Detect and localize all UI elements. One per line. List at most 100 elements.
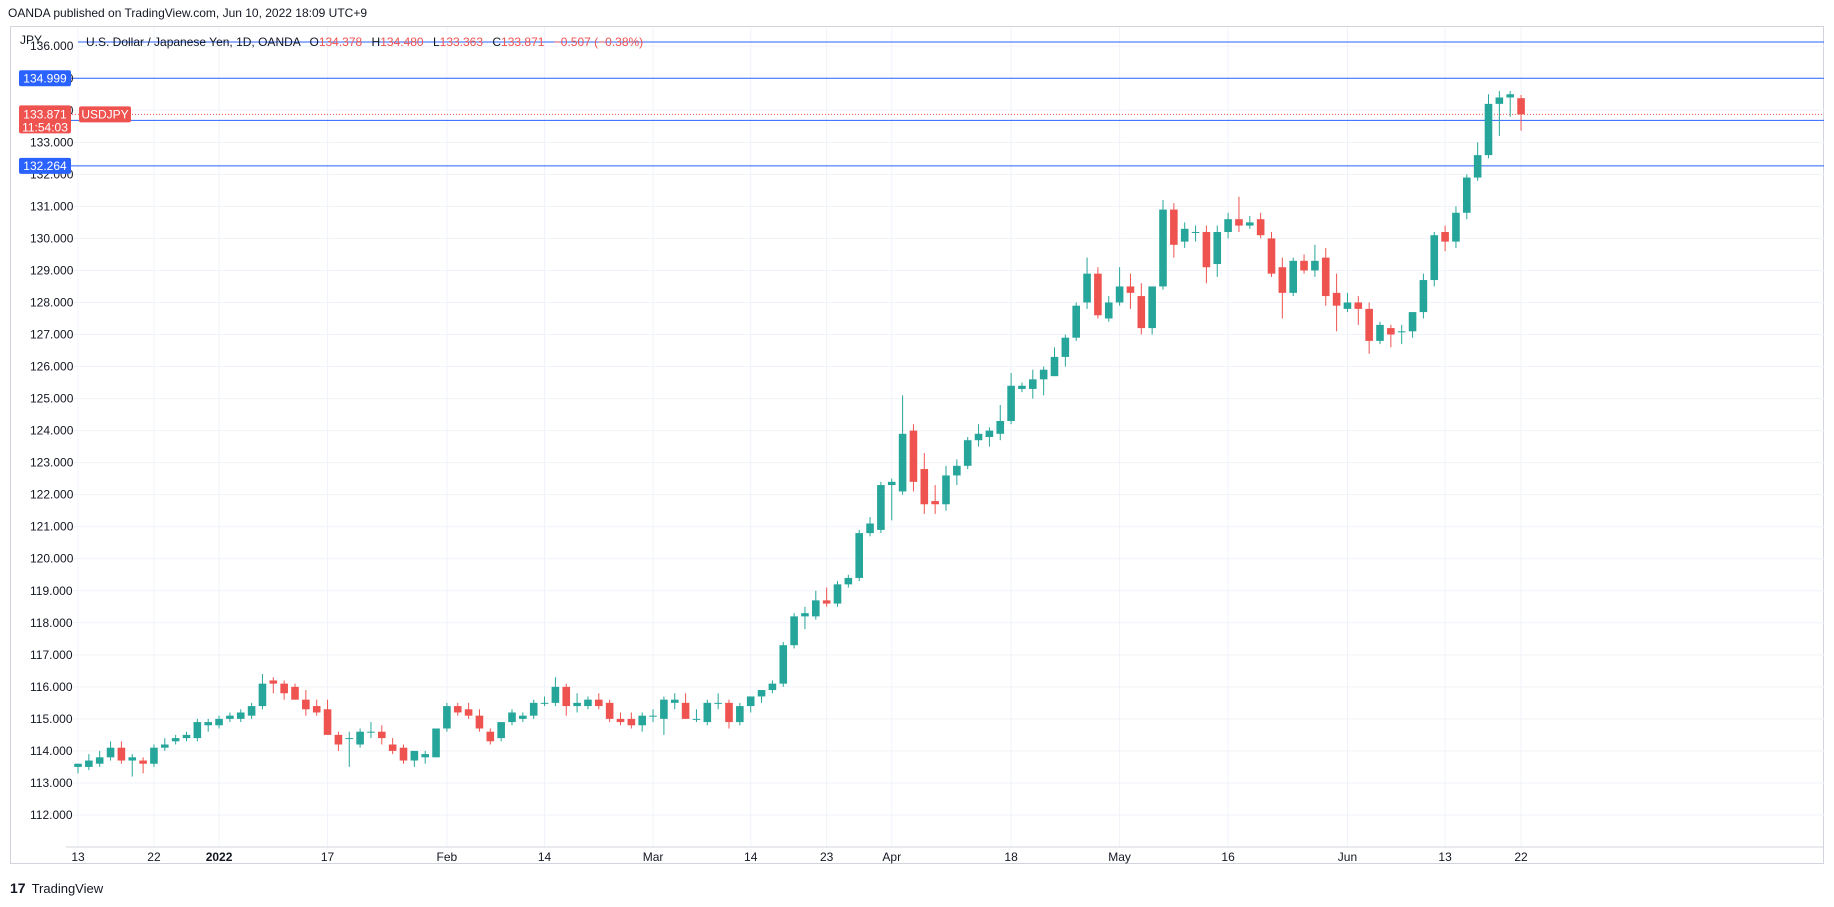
candle-up bbox=[779, 642, 788, 687]
candle-up bbox=[974, 424, 983, 447]
candle-body bbox=[551, 686, 560, 703]
candle-body bbox=[1506, 94, 1514, 98]
candle-body bbox=[345, 738, 354, 740]
candle-body bbox=[562, 686, 571, 707]
candle-body bbox=[1170, 209, 1178, 245]
candle-up bbox=[171, 734, 180, 745]
candle-body bbox=[779, 645, 788, 684]
candle-body bbox=[627, 718, 636, 726]
candle-down bbox=[616, 712, 625, 726]
candle-up bbox=[247, 702, 256, 719]
candle-body bbox=[193, 722, 202, 739]
candle-down bbox=[1256, 212, 1265, 239]
candle-body bbox=[584, 699, 592, 707]
candle-up bbox=[1408, 312, 1417, 338]
time-axis: 13 22 2022 17 Feb 14 Mar 14 23 Apr 18 May 16 Jun 13 22 bbox=[66, 846, 1824, 864]
candle-up bbox=[508, 709, 516, 726]
candle-down bbox=[1267, 232, 1276, 277]
candle-body bbox=[486, 731, 495, 742]
candle-body bbox=[953, 465, 961, 476]
candle-body bbox=[226, 715, 234, 719]
candle-up bbox=[877, 481, 885, 534]
candle-up bbox=[1343, 292, 1352, 313]
candle-body bbox=[1441, 232, 1449, 242]
candle-body bbox=[866, 523, 874, 534]
candle-body bbox=[844, 577, 853, 585]
candle-up bbox=[573, 693, 581, 713]
candle-body bbox=[898, 433, 907, 492]
candle-down bbox=[302, 690, 310, 716]
candle-body bbox=[703, 702, 712, 723]
candle-body bbox=[1256, 219, 1265, 236]
candle-up bbox=[421, 750, 429, 764]
y-tick-label: 112.000 bbox=[30, 808, 73, 822]
candle-body bbox=[1061, 337, 1070, 357]
symbol-legend: U.S. Dollar / Japanese Yen, 1D, OANDA O1… bbox=[86, 35, 643, 49]
candle-down bbox=[475, 709, 484, 732]
candle-up bbox=[1376, 321, 1384, 345]
footer[interactable]: 17 TradingView bbox=[10, 880, 103, 896]
candle-body bbox=[519, 715, 527, 719]
candle-down bbox=[1300, 254, 1308, 274]
x-tick-label: 23 bbox=[820, 850, 834, 864]
candle-up bbox=[226, 712, 234, 723]
brand-name: TradingView bbox=[31, 880, 104, 896]
candle-body bbox=[464, 709, 473, 716]
candle-body bbox=[1452, 212, 1460, 242]
candle-up bbox=[714, 693, 722, 710]
candle-body bbox=[996, 420, 1005, 434]
y-tick-label: 136.000 bbox=[30, 39, 74, 53]
candle-body bbox=[215, 718, 223, 726]
candle-up bbox=[1484, 94, 1493, 159]
horizontal-line-label-bg bbox=[19, 157, 71, 174]
candle-up bbox=[942, 465, 950, 511]
candle-body bbox=[746, 696, 755, 707]
candle-body bbox=[692, 718, 701, 720]
candle-up bbox=[1072, 302, 1080, 341]
candle-body bbox=[280, 683, 288, 694]
candle-down bbox=[312, 699, 321, 716]
candle-down bbox=[1365, 302, 1373, 354]
candle-down bbox=[920, 453, 929, 514]
candle-body bbox=[1463, 177, 1471, 213]
candle-body bbox=[1191, 232, 1200, 233]
candle-body bbox=[822, 600, 831, 604]
candle-body bbox=[1126, 286, 1135, 293]
candle-up bbox=[85, 754, 93, 771]
candle-down bbox=[605, 699, 614, 723]
candle-up bbox=[367, 722, 375, 739]
candle-up bbox=[1180, 222, 1189, 249]
candle-up bbox=[182, 731, 191, 742]
x-tick-label: 17 bbox=[321, 850, 335, 864]
candle-body bbox=[1300, 260, 1308, 271]
candle-body bbox=[1354, 302, 1363, 309]
chart-frame[interactable] bbox=[10, 26, 1824, 864]
candle-up bbox=[1115, 267, 1124, 306]
candle-body bbox=[378, 731, 386, 739]
candle-body bbox=[887, 481, 896, 486]
candle-down bbox=[1137, 283, 1146, 335]
candle-body bbox=[909, 430, 918, 482]
candle-body bbox=[85, 760, 93, 767]
candle-body bbox=[670, 699, 679, 703]
candle-up bbox=[1430, 232, 1439, 287]
high-value: 134.480 bbox=[380, 35, 424, 49]
candle-up bbox=[812, 590, 820, 620]
candle-up bbox=[670, 693, 679, 710]
candle-up bbox=[432, 728, 440, 758]
candle-body bbox=[139, 760, 147, 764]
candle-up bbox=[1419, 273, 1428, 319]
candle-up bbox=[833, 581, 842, 607]
candle-body bbox=[1484, 103, 1493, 156]
candle-body bbox=[768, 683, 777, 691]
candle-body bbox=[1408, 312, 1417, 332]
candle-body bbox=[1202, 232, 1211, 268]
candle-body bbox=[529, 702, 538, 716]
candle-down bbox=[562, 683, 571, 716]
candle-body bbox=[920, 469, 929, 505]
candle-body bbox=[942, 475, 950, 505]
candle-body bbox=[443, 706, 451, 729]
candle-body bbox=[877, 485, 885, 530]
candle-up bbox=[1159, 199, 1167, 290]
